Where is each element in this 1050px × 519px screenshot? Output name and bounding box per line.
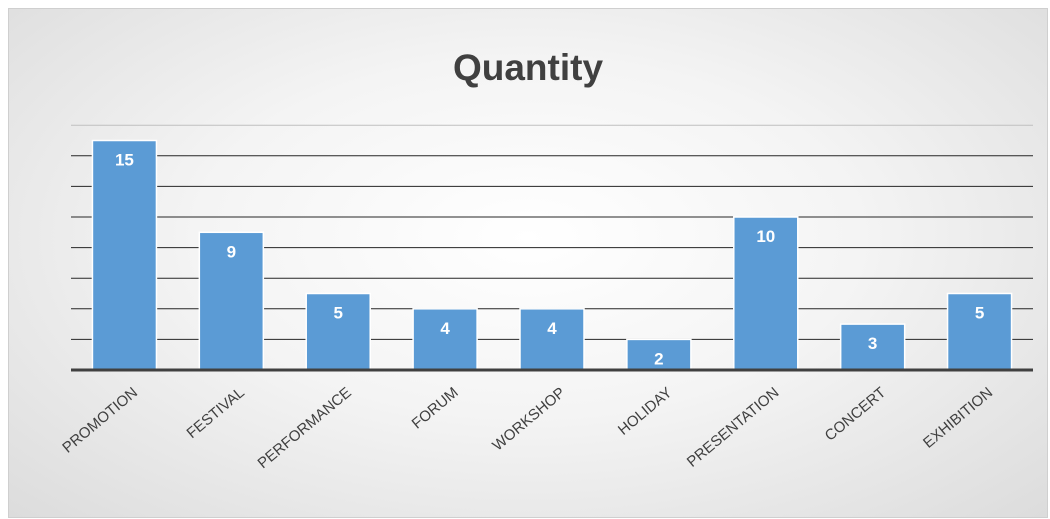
data-label-festival: 9 xyxy=(227,242,236,261)
bar-presentation xyxy=(733,216,799,371)
tick-label-festival: FESTIVAL xyxy=(184,384,248,442)
bars xyxy=(91,139,1013,371)
bar-workshop xyxy=(519,308,585,371)
tick-label-forum: FORUM xyxy=(409,384,462,432)
bar-festival xyxy=(198,231,265,371)
bar-promotion xyxy=(91,139,158,371)
tick-label-holiday: HOLIDAY xyxy=(615,384,676,439)
tick-label-performance: PERFORMANCE xyxy=(254,384,354,472)
tick-label-exhibition: EXHIBITION xyxy=(920,384,996,452)
bar-performance xyxy=(305,292,371,371)
tick-label-presentation: PRESENTATION xyxy=(684,384,783,471)
data-label-holiday: 2 xyxy=(654,349,663,368)
chart-title: Quantity xyxy=(452,47,604,88)
data-label-concert: 3 xyxy=(868,334,877,353)
chart-frame: Quantity 15 9 5 4 4 2 10 3 5 PROMOTION FESTIVAL PE… xyxy=(8,8,1048,518)
data-label-promotion: 15 xyxy=(115,151,134,170)
data-label-exhibition: 5 xyxy=(975,304,984,323)
data-label-performance: 5 xyxy=(333,304,342,323)
tick-label-concert: CONCERT xyxy=(822,384,890,445)
data-labels: 15 9 5 4 4 2 10 3 5 xyxy=(115,151,984,369)
bar-concert xyxy=(839,323,906,371)
bar-forum xyxy=(412,308,478,371)
bar-chart-plot: 15 9 5 4 4 2 10 3 5 PROMOTION FESTIVAL PERFORMANCE… xyxy=(59,124,1033,472)
data-label-forum: 4 xyxy=(440,319,450,338)
data-label-presentation: 10 xyxy=(756,227,775,246)
tick-label-workshop: WORKSHOP xyxy=(489,384,568,454)
x-tick-labels: PROMOTION FESTIVAL PERFORMANCE FORUM WORKSHO… xyxy=(59,384,996,472)
tick-label-promotion: PROMOTION xyxy=(59,384,141,456)
bar-exhibition xyxy=(946,292,1013,371)
bar-holiday xyxy=(626,338,692,371)
data-label-workshop: 4 xyxy=(547,319,557,338)
